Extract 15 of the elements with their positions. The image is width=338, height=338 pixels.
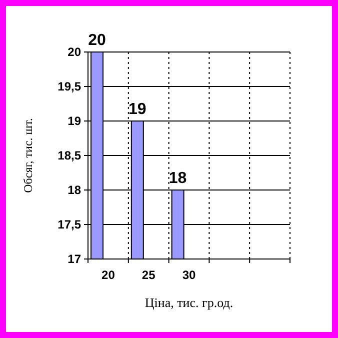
y-tick-label: 17	[68, 252, 82, 266]
x-tick-label: 30	[182, 268, 196, 282]
x-axis-title: Ціна, тис. гр.од.	[144, 295, 234, 310]
x-tick-label: 25	[142, 268, 156, 282]
data-label: 19	[128, 101, 146, 118]
y-tick-label: 20	[68, 44, 82, 59]
y-tick-label: 19	[68, 114, 82, 128]
data-label: 18	[168, 170, 187, 187]
y-tick-label: 19,5	[58, 79, 82, 94]
y-axis-title: Обсяг, тис. шт.	[21, 118, 35, 193]
data-label: 20	[88, 32, 106, 49]
y-tick-label: 18	[68, 182, 82, 197]
y-tick-label: 18,5	[58, 148, 82, 162]
y-tick-label: 17,5	[58, 217, 82, 232]
x-tick-label: 20	[102, 268, 116, 282]
